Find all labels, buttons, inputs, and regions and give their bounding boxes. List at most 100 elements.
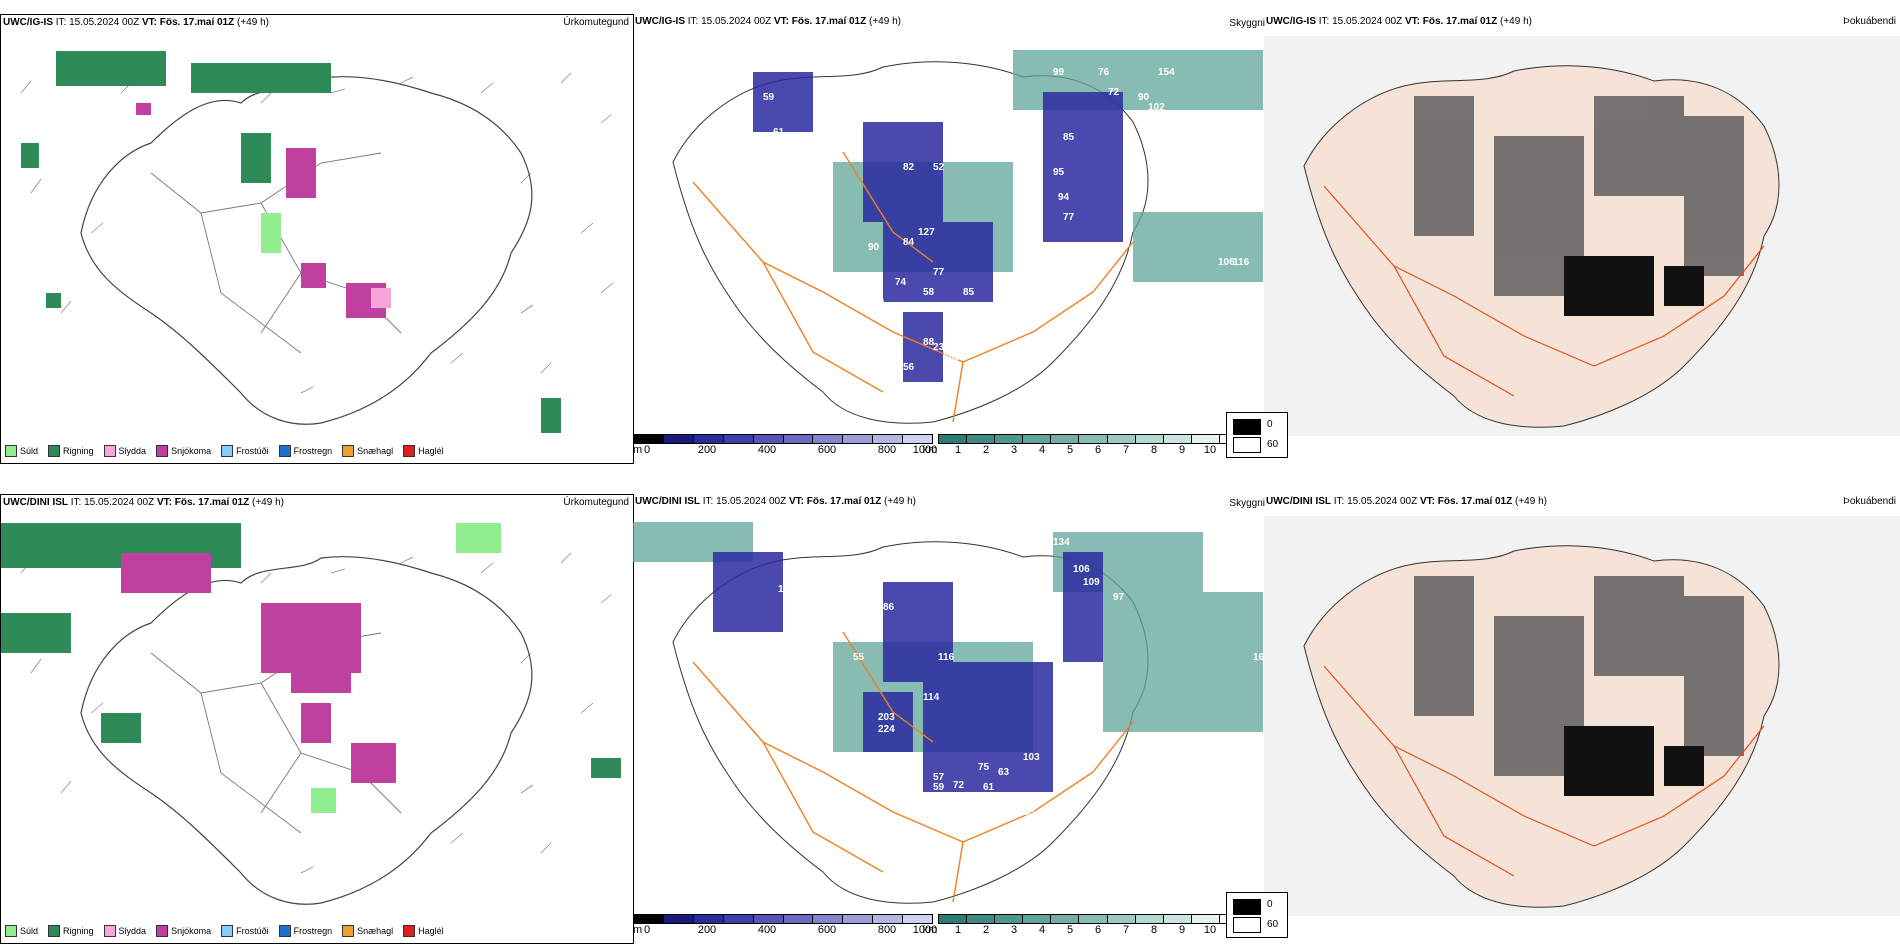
panel-title: UWC/DINI ISL IT: 15.05.2024 00Z VT: Fös.… <box>3 497 284 508</box>
legend-swatch <box>5 925 17 937</box>
legend-item: Snæhagl <box>342 445 393 457</box>
cloud-number-label: 74 <box>918 837 930 848</box>
fog-legend-swatch <box>1233 899 1261 915</box>
precip-map <box>1 33 631 438</box>
panel-label-precip: Úrkomutegund <box>563 497 629 508</box>
panel-title: UWC/IG-IS IT: 15.05.2024 00Z VT: Fös. 17… <box>3 17 269 28</box>
cloud-number-label: 85 <box>1063 132 1075 143</box>
legend-item: Snæhagl <box>342 925 393 937</box>
cloud-number-label: 57 <box>933 772 945 783</box>
precip-map <box>1 513 631 918</box>
cloud-number-label: 86 <box>883 602 895 613</box>
fog-map <box>1264 516 1900 916</box>
cloud-number-label: 83 <box>803 137 815 148</box>
precip-legend: Súld Rigning Slydda Snjókoma Frostúði Fr… <box>5 925 444 937</box>
visibility-colorbar-bar <box>938 914 1248 924</box>
cloud-number-label: 84 <box>903 237 915 248</box>
legend-swatch <box>278 925 291 937</box>
cloud-number-label: 16 <box>1253 652 1265 663</box>
cloud-number-label: 58 <box>968 817 980 828</box>
fog-panel-bottom: UWC/DINI ISL IT: 15.05.2024 00Z VT: Fös.… <box>1226 494 1900 942</box>
height-colorbar: m 0 200 400 600 800 1000 <box>633 434 937 456</box>
cloud-number-label: 97 <box>1113 592 1125 603</box>
cloud-number-label: 63 <box>998 767 1010 778</box>
cloud-number-label: 59 <box>933 782 945 793</box>
cloud-number-label: 88 <box>923 337 935 348</box>
height-colorbar-bar <box>633 914 933 924</box>
cloud-number-label: 55 <box>853 652 865 663</box>
visibility-colorbar-ticks: km 1 2 3 4 5 6 7 8 9 10 <box>922 444 1217 456</box>
cloud-number-label: 74 <box>895 277 907 288</box>
cloud-map: 99 76 154 72 90 59 61 102 216 83 82 52 85 95 94 77 127 90… <box>633 32 1263 437</box>
legend-swatch <box>403 925 416 937</box>
cloud-number-label: 135 <box>1018 807 1035 818</box>
legend-item: Slydda <box>103 925 146 937</box>
legend-swatch <box>156 925 169 937</box>
cloud-number-label: 116 <box>938 652 955 663</box>
cloud-number-label: 116 <box>1233 257 1250 268</box>
legend-item: Súld <box>5 925 38 937</box>
legend-swatch <box>103 445 116 457</box>
legend-swatch <box>48 445 61 457</box>
cloud-numbers: 99 76 154 72 90 59 61 102 216 83 82 52 85 95 94 77 127 90… <box>633 32 1263 437</box>
legend-swatch <box>221 445 234 457</box>
cloud-number-label: 40 <box>873 297 885 308</box>
precip-panel-top: UWC/IG-IS IT: 15.05.2024 00Z VT: Fös. 17… <box>0 14 634 464</box>
panel-label-fog: Þokuábendi <box>1843 496 1896 507</box>
legend-item: Rigning <box>48 925 94 937</box>
visibility-colorbar: km 1 2 3 4 5 6 7 8 9 10 <box>922 434 1248 456</box>
fog-legend: 0 60 <box>1226 412 1288 458</box>
fog-map <box>1264 36 1900 436</box>
cloud-number-label: 106 <box>1073 564 1090 575</box>
panel-title: UWC/IG-IS IT: 15.05.2024 00Z VT: Fös. 17… <box>635 16 901 27</box>
visibility-colorbar-ticks: km 1 2 3 4 5 6 7 8 9 10 <box>922 924 1217 936</box>
legend-item: Haglél <box>403 445 444 457</box>
legend-item: Súld <box>5 445 38 457</box>
cloud-number-label: 90 <box>868 242 880 253</box>
cloud-numbers: 134 106 109 97 101 104 86 116 55 114 89 203 224 75 63 5… <box>633 512 1265 917</box>
fog-panel-top: UWC/IG-IS IT: 15.05.2024 00Z VT: Fös. 17… <box>1226 14 1900 462</box>
cloud-number-label: 58 <box>923 287 935 298</box>
cloud-number-label: 72 <box>1108 87 1120 98</box>
cloud-panel-bottom: UWC/DINI ISL IT: 15.05.2024 00Z VT: Fös.… <box>633 494 1265 942</box>
visibility-colorbar-bar <box>938 434 1248 444</box>
legend-item: Snjókoma <box>156 925 211 937</box>
precip-panel-bottom: UWC/DINI ISL IT: 15.05.2024 00Z VT: Fös.… <box>0 494 634 944</box>
panel-label-cloud: Skyggni <box>1229 18 1265 29</box>
legend-item: Frostregn <box>278 445 332 457</box>
height-colorbar-ticks: m 0 200 400 600 800 1000 <box>633 924 938 936</box>
legend-item: Haglél <box>403 925 444 937</box>
cloud-number-label: 89 <box>763 732 775 743</box>
height-colorbar: m 0 200 400 600 800 1000 <box>633 914 938 936</box>
legend-swatch <box>403 445 416 457</box>
cloud-number-label: 76 <box>1098 67 1110 78</box>
cloud-number-label: 127 <box>918 227 935 238</box>
cloud-number-label: 23 <box>933 342 945 353</box>
legend-item: Snjókoma <box>156 445 211 457</box>
cloud-number-label: 203 <box>878 712 895 723</box>
cloud-number-label: 101 <box>778 584 795 595</box>
cloud-number-label: 72 <box>953 780 965 791</box>
cloud-number-label: 90 <box>1138 92 1150 103</box>
legend-item: Frostregn <box>278 925 332 937</box>
cloud-number-label: 99 <box>1053 67 1065 78</box>
legend-swatch <box>278 445 291 457</box>
visibility-unit: km <box>922 444 938 456</box>
panel-title: UWC/IG-IS IT: 15.05.2024 00Z VT: Fös. 17… <box>1266 16 1532 27</box>
height-unit: m <box>633 924 643 936</box>
visibility-colorbar: km 1 2 3 4 5 6 7 8 9 10 <box>922 914 1248 936</box>
height-unit: m <box>633 444 643 456</box>
fog-legend: 0 60 <box>1226 892 1288 938</box>
legend-swatch <box>48 925 61 937</box>
cloud-number-label: 260 <box>943 352 960 363</box>
cloud-number-label: 106 <box>873 822 890 833</box>
cloud-number-label: 103 <box>1023 752 1040 763</box>
cloud-number-label: 60 <box>958 802 970 813</box>
legend-item: Rigning <box>48 445 94 457</box>
cloud-number-label: 87 <box>973 842 985 853</box>
cloud-number-label: 216 <box>1213 132 1230 143</box>
cloud-number-label: 134 <box>1053 537 1070 548</box>
cloud-number-label: 128 <box>953 317 970 328</box>
legend-item: Slydda <box>103 445 146 457</box>
cloud-number-label: 82 <box>903 162 915 173</box>
